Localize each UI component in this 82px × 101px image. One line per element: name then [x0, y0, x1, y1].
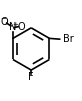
Text: O: O — [18, 22, 25, 32]
Text: Br: Br — [63, 34, 73, 44]
Text: N: N — [9, 22, 16, 32]
Text: F: F — [28, 73, 34, 83]
Text: O: O — [1, 17, 9, 27]
Text: −: − — [0, 16, 6, 22]
Text: +: + — [12, 22, 18, 28]
